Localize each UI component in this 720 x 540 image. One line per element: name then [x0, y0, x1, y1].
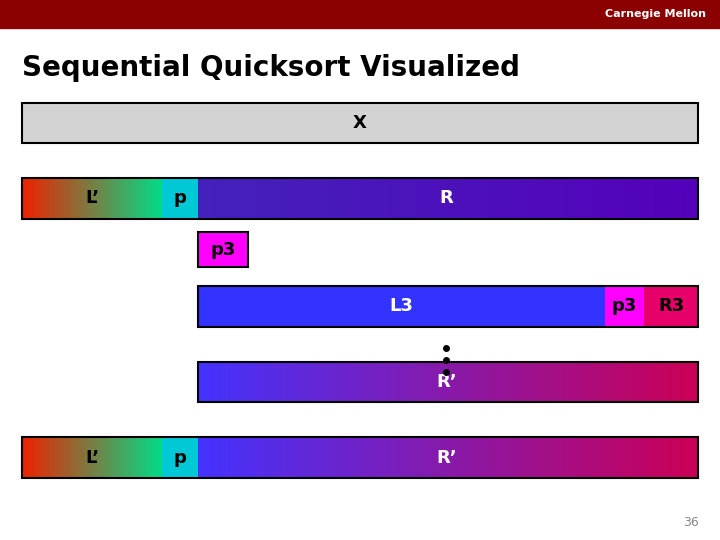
Bar — [605, 286, 644, 327]
Bar — [22, 103, 698, 143]
Bar — [198, 286, 698, 327]
Bar — [22, 437, 698, 478]
Bar — [162, 437, 198, 478]
Bar — [22, 103, 698, 143]
Bar — [22, 178, 698, 219]
Text: p: p — [174, 190, 186, 207]
Text: X: X — [353, 114, 367, 132]
Text: R: R — [439, 190, 454, 207]
Text: 36: 36 — [683, 516, 698, 529]
Text: Sequential Quicksort Visualized: Sequential Quicksort Visualized — [22, 53, 520, 82]
Text: L’: L’ — [85, 190, 99, 207]
Text: p3: p3 — [210, 241, 236, 259]
Text: L3: L3 — [390, 298, 414, 315]
Text: p3: p3 — [612, 298, 637, 315]
Bar — [198, 232, 248, 267]
Bar — [198, 232, 248, 267]
Bar — [644, 286, 698, 327]
Text: R3: R3 — [658, 298, 685, 315]
Text: p: p — [174, 449, 186, 467]
Bar — [198, 286, 605, 327]
Text: R’: R’ — [436, 373, 456, 391]
Bar — [198, 362, 698, 402]
Text: L’: L’ — [85, 449, 99, 467]
Bar — [0, 0, 720, 28]
Bar — [162, 178, 198, 219]
Text: R’: R’ — [436, 449, 456, 467]
Text: Carnegie Mellon: Carnegie Mellon — [605, 9, 706, 19]
